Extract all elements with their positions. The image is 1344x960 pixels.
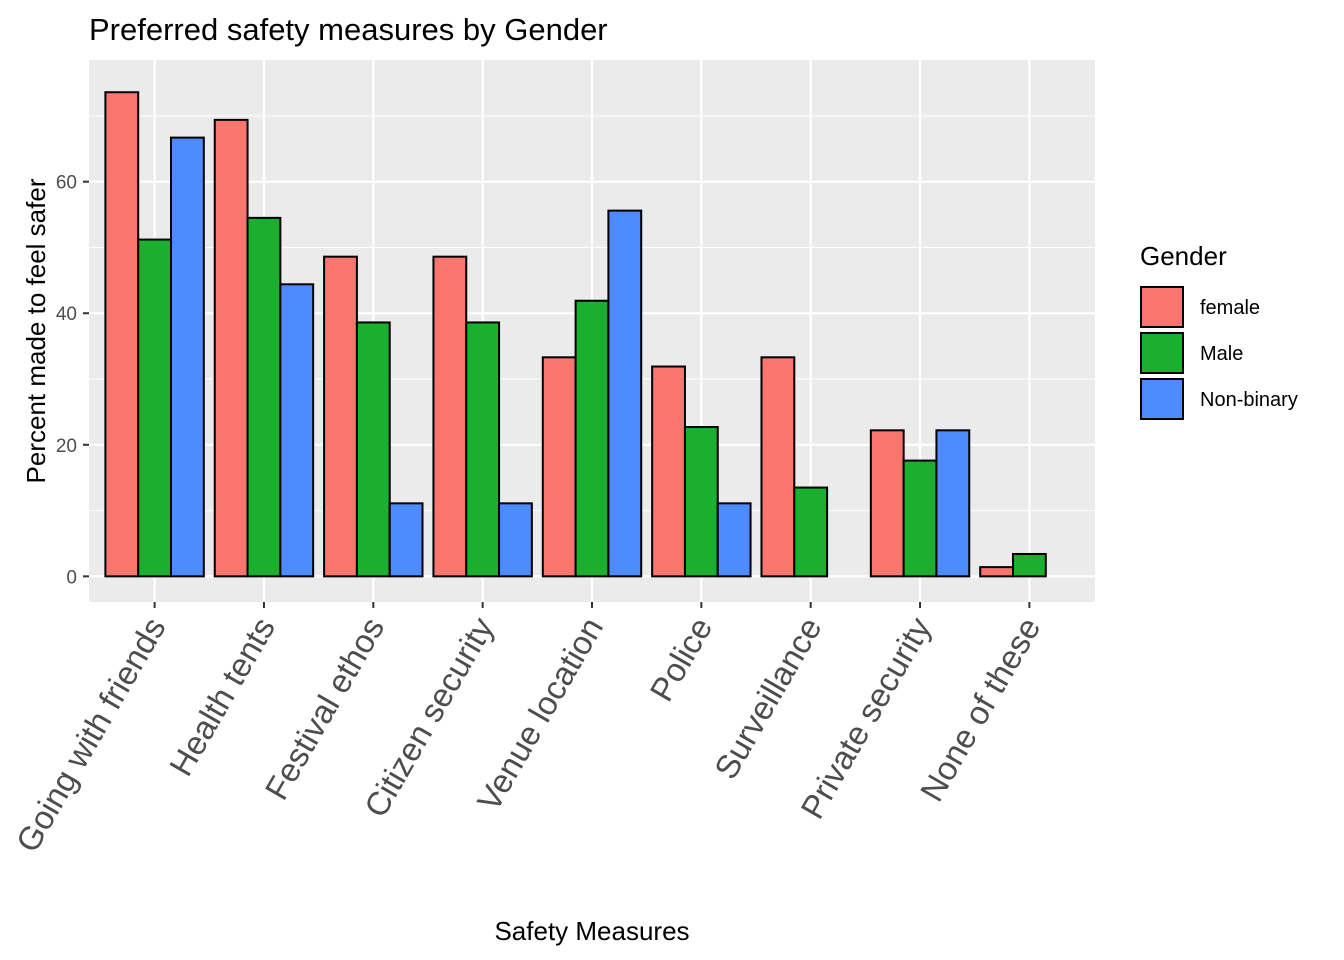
bar-venue-location-female xyxy=(541,356,577,578)
bar-going-with-friends-female xyxy=(104,91,140,578)
bar-going-with-friends-male xyxy=(137,238,173,578)
bar-festival-ethos-non-binary xyxy=(388,502,424,578)
chart-title: Preferred safety measures by Gender xyxy=(89,12,608,47)
bar-none-of-these-male xyxy=(1011,552,1047,578)
y-tick-label-1: 20 xyxy=(56,436,77,457)
legend-title: Gender xyxy=(1140,241,1227,271)
bar-citizen-security-female xyxy=(432,255,468,578)
y-tick-label-3: 60 xyxy=(56,173,77,194)
bar-private-security-female xyxy=(869,429,905,578)
bar-festival-ethos-male xyxy=(355,321,391,578)
x-tick-label-8: None of these xyxy=(913,611,1048,807)
bar-surveillance-male xyxy=(793,486,829,578)
bar-none-of-these-female xyxy=(979,566,1014,578)
bar-police-male xyxy=(683,426,719,578)
bar-private-security-male xyxy=(902,459,938,578)
bar-festival-ethos-female xyxy=(323,255,358,578)
legend-label-female: female xyxy=(1200,297,1260,319)
y-tick-label-0: 0 xyxy=(66,567,77,588)
bar-venue-location-male xyxy=(574,299,610,578)
x-tick-label-1: Health tents xyxy=(162,611,282,782)
bar-private-security-non-binary xyxy=(935,429,971,578)
x-tick-label-5: Police xyxy=(642,611,719,707)
legend-key-male xyxy=(1140,332,1184,374)
y-tick-label-2: 40 xyxy=(56,304,77,325)
x-axis-title: Safety Measures xyxy=(494,916,689,946)
bar-health-tents-non-binary xyxy=(279,283,315,578)
bar-police-non-binary xyxy=(716,502,752,578)
x-tick-label-0: Going with friends xyxy=(9,611,173,858)
bar-surveillance-female xyxy=(760,356,796,578)
bar-venue-location-non-binary xyxy=(607,209,643,578)
bar-citizen-security-male xyxy=(465,321,501,578)
legend-key-female xyxy=(1140,286,1184,328)
legend-key-non-binary xyxy=(1140,378,1184,420)
x-tick-label-2: Festival ethos xyxy=(258,611,392,806)
x-tick-label-6: Surveillance xyxy=(707,611,829,785)
bar-going-with-friends-non-binary xyxy=(170,136,205,578)
y-axis-title: Percent made to feel safer xyxy=(21,178,51,483)
y-axis: 0 20 40 60 xyxy=(56,173,89,588)
bar-citizen-security-non-binary xyxy=(498,502,533,578)
bar-police-female xyxy=(651,365,686,578)
bar-health-tents-male xyxy=(246,216,282,578)
bars xyxy=(104,91,1047,578)
legend-label-non-binary: Non-binary xyxy=(1200,389,1298,411)
legend: Gender female Male Non-binary xyxy=(1140,241,1298,420)
bar-health-tents-female xyxy=(213,118,249,578)
legend-label-male: Male xyxy=(1200,343,1243,365)
